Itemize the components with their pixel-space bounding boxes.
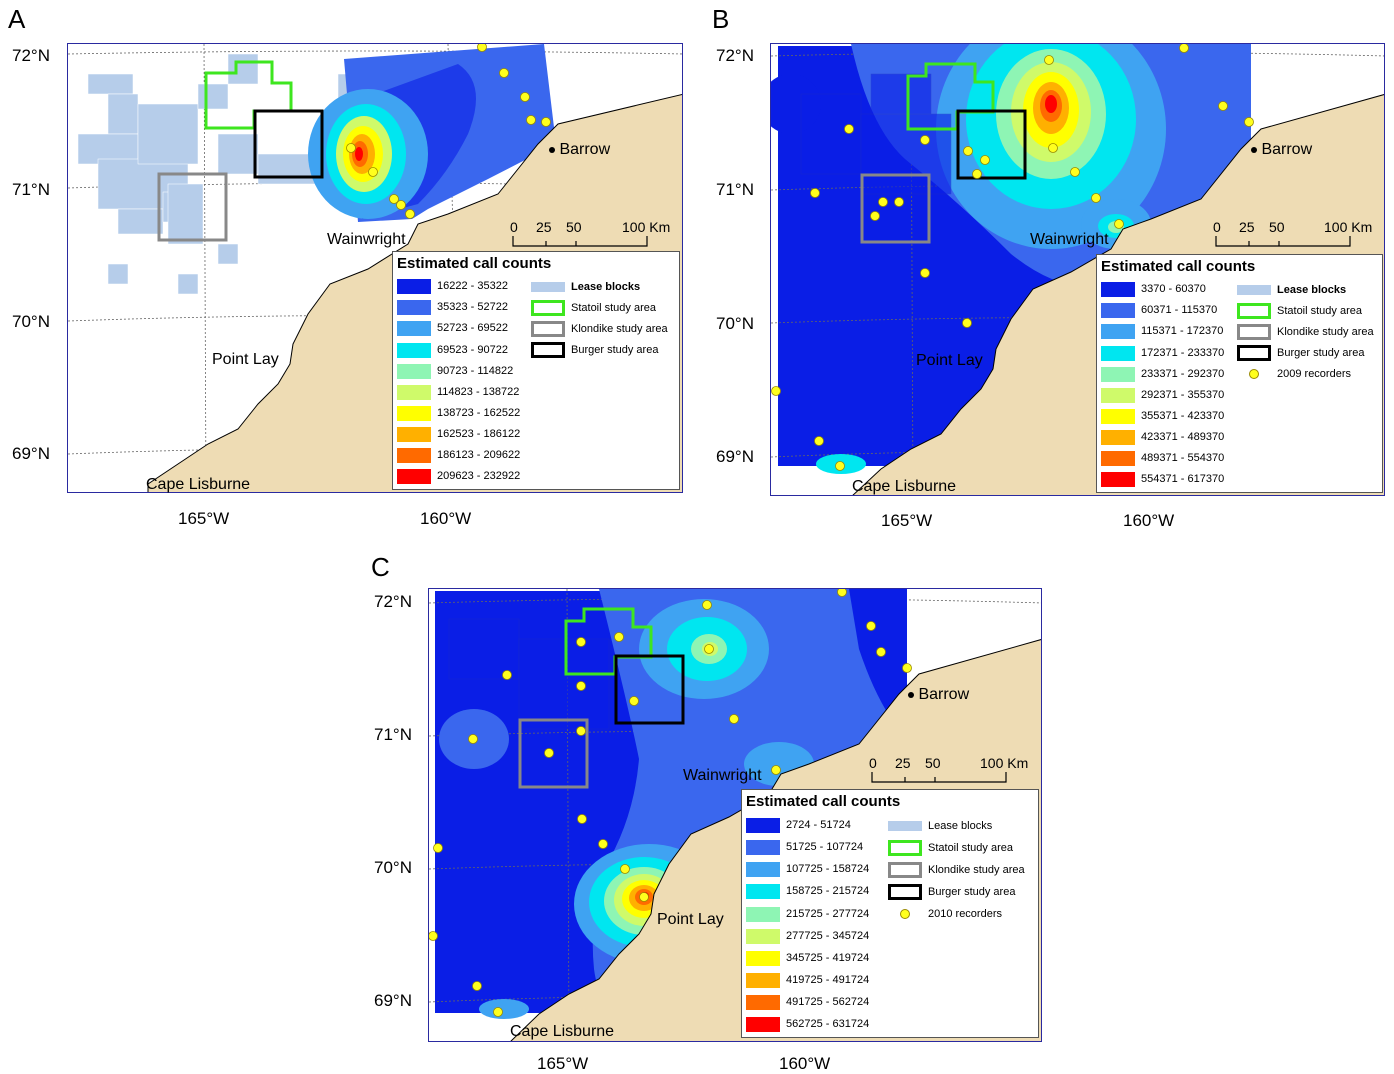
scale-label: 25: [536, 219, 552, 235]
place-wainwright: Wainwright: [1030, 231, 1109, 249]
lat-label: 70°N: [12, 312, 50, 331]
lat-label: 69°N: [12, 444, 50, 463]
place-barrow: Barrow: [1251, 141, 1312, 159]
place-label: Wainwright: [327, 231, 406, 248]
place-barrow: Barrow: [549, 141, 610, 159]
panel-letter: B: [712, 4, 730, 34]
scale-label: 0: [1213, 219, 1221, 235]
town-marker: [908, 691, 914, 698]
place-barrow: Barrow: [908, 686, 969, 704]
place-point-lay: Point Lay: [212, 351, 279, 369]
map-b-canvas: [771, 44, 1384, 495]
legend-a: Estimated call counts 16222 - 35322 3532…: [392, 251, 680, 490]
lon-label: 160°W: [420, 509, 472, 528]
place-cape-lisburne: Cape Lisburne: [510, 1023, 614, 1041]
scale-label: 50: [1269, 219, 1285, 235]
town-marker: [549, 146, 555, 153]
map-b[interactable]: [770, 43, 1385, 496]
place-label: Barrow: [1261, 141, 1313, 158]
scale-label: 0: [869, 755, 877, 771]
place-wainwright: Wainwright: [327, 231, 406, 249]
place-label: Wainwright: [1030, 231, 1109, 248]
legend-b: Estimated call counts 3370 - 60370 60371…: [1096, 254, 1383, 493]
scale-bar: [871, 772, 1007, 783]
scale-label: 100 Km: [980, 755, 1029, 771]
legend-title: Estimated call counts: [746, 793, 901, 810]
place-label: Cape Lisburne: [510, 1023, 615, 1040]
panel-letter: C: [371, 552, 390, 582]
place-cape-lisburne: Cape Lisburne: [852, 478, 956, 496]
scale-bar: [512, 236, 648, 247]
scale-label: 0: [510, 219, 518, 235]
lat-label: 71°N: [374, 725, 412, 744]
place-label: Point Lay: [212, 351, 279, 368]
scale-bar: [1215, 236, 1351, 247]
lon-label: 165°W: [178, 509, 230, 528]
lat-label: 71°N: [716, 180, 754, 199]
place-label: Cape Lisburne: [852, 478, 957, 495]
place-label: Cape Lisburne: [146, 476, 251, 493]
place-label: Wainwright: [683, 767, 762, 784]
lat-label: 72°N: [12, 46, 50, 65]
scale-label: 25: [1239, 219, 1255, 235]
place-label: Point Lay: [657, 911, 724, 928]
legend-title: Estimated call counts: [1101, 258, 1256, 275]
lon-label: 160°W: [779, 1054, 831, 1073]
place-point-lay: Point Lay: [657, 911, 724, 929]
lat-label: 69°N: [374, 991, 412, 1010]
legend-c: Estimated call counts 2724 - 51724 51725…: [741, 789, 1039, 1038]
lat-label: 70°N: [374, 858, 412, 877]
lon-label: 165°W: [537, 1054, 589, 1073]
town-marker: [1251, 146, 1257, 153]
lon-label: 160°W: [1123, 511, 1175, 530]
place-wainwright: Wainwright: [683, 767, 762, 785]
scale-label: 50: [925, 755, 941, 771]
place-point-lay: Point Lay: [916, 352, 983, 370]
scale-label: 100 Km: [1324, 219, 1373, 235]
place-label: Point Lay: [916, 352, 983, 369]
lat-label: 72°N: [374, 592, 412, 611]
place-cape-lisburne: Cape Lisburne: [146, 476, 250, 494]
panel-letter: A: [8, 4, 26, 34]
lat-label: 70°N: [716, 314, 754, 333]
lat-label: 71°N: [12, 180, 50, 199]
place-label: Barrow: [918, 686, 970, 703]
place-label: Barrow: [559, 141, 611, 158]
legend-title: Estimated call counts: [397, 255, 552, 272]
scale-label: 50: [566, 219, 582, 235]
lat-label: 72°N: [716, 46, 754, 65]
lon-label: 165°W: [881, 511, 933, 530]
lat-label: 69°N: [716, 447, 754, 466]
scale-label: 100 Km: [622, 219, 671, 235]
scale-label: 25: [895, 755, 911, 771]
